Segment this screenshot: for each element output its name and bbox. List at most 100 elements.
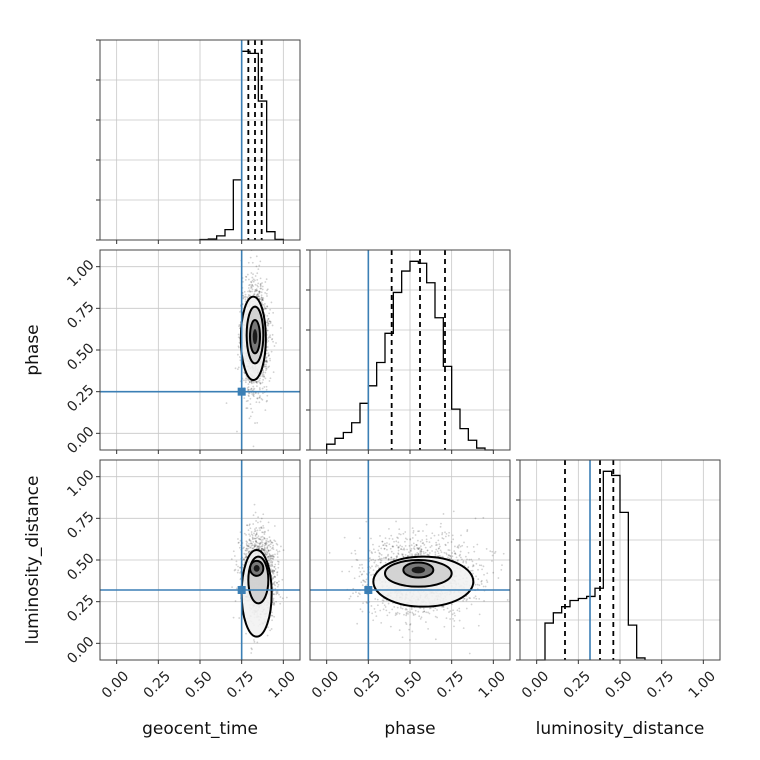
sample-point bbox=[474, 517, 477, 520]
sample-point bbox=[465, 607, 468, 610]
sample-point bbox=[458, 610, 461, 613]
sample-point bbox=[420, 552, 422, 555]
sample-point bbox=[264, 553, 267, 556]
sample-point bbox=[261, 541, 264, 544]
sample-point bbox=[259, 290, 261, 293]
sample-point bbox=[419, 545, 422, 547]
sample-point bbox=[243, 558, 245, 561]
sample-point bbox=[427, 611, 429, 614]
sample-point bbox=[235, 587, 238, 590]
sample-point bbox=[429, 607, 432, 609]
sample-point bbox=[265, 356, 268, 359]
sample-point bbox=[269, 322, 272, 325]
sample-point bbox=[471, 569, 474, 572]
sample-point bbox=[442, 513, 445, 515]
sample-point bbox=[491, 554, 494, 557]
sample-point bbox=[272, 599, 275, 602]
sample-point bbox=[382, 544, 384, 547]
sample-point bbox=[353, 577, 356, 580]
sample-point bbox=[493, 552, 496, 554]
sample-point bbox=[265, 359, 268, 362]
sample-point bbox=[411, 554, 414, 557]
sample-point bbox=[270, 555, 273, 558]
sample-point bbox=[263, 536, 265, 539]
sample-point bbox=[370, 574, 372, 576]
sample-point bbox=[238, 617, 241, 619]
sample-point bbox=[267, 549, 270, 552]
sample-point bbox=[242, 297, 245, 300]
sample-point bbox=[254, 289, 257, 291]
sample-point bbox=[261, 545, 264, 548]
sample-point bbox=[458, 607, 461, 610]
sample-point bbox=[254, 279, 256, 282]
truth-marker bbox=[237, 387, 246, 396]
sample-point bbox=[422, 542, 425, 544]
sample-point bbox=[265, 550, 267, 552]
sample-point bbox=[258, 542, 260, 545]
sample-point bbox=[258, 379, 261, 382]
sample-point bbox=[497, 577, 500, 579]
sample-point bbox=[268, 365, 271, 368]
sample-point bbox=[422, 611, 424, 614]
sample-point bbox=[265, 367, 267, 369]
sample-point bbox=[258, 538, 261, 541]
sample-point bbox=[397, 541, 400, 544]
sample-point bbox=[267, 626, 269, 629]
sample-point bbox=[377, 549, 380, 552]
sample-point bbox=[250, 652, 253, 654]
sample-point bbox=[239, 310, 241, 313]
sample-point bbox=[253, 387, 256, 390]
sample-point bbox=[366, 573, 368, 575]
sample-point bbox=[251, 276, 254, 279]
sample-point bbox=[276, 590, 279, 593]
sample-point bbox=[476, 543, 479, 546]
sample-point bbox=[447, 554, 450, 557]
sample-point bbox=[245, 276, 248, 278]
sample-point bbox=[245, 547, 248, 550]
sample-point bbox=[379, 609, 382, 612]
sample-point bbox=[417, 548, 420, 551]
sample-point bbox=[248, 523, 251, 526]
sample-point bbox=[267, 322, 270, 325]
sample-point bbox=[271, 564, 273, 567]
sample-point bbox=[247, 545, 250, 547]
sample-point bbox=[259, 282, 262, 285]
sample-point bbox=[268, 556, 271, 559]
sample-point bbox=[265, 539, 268, 542]
sample-point bbox=[247, 545, 250, 548]
sample-point bbox=[409, 549, 412, 552]
sample-point bbox=[272, 340, 274, 343]
sample-point bbox=[262, 299, 264, 302]
sample-point bbox=[257, 392, 260, 395]
sample-point bbox=[381, 540, 384, 543]
sample-point bbox=[248, 539, 251, 541]
sample-point bbox=[451, 613, 454, 616]
sample-point bbox=[260, 297, 263, 299]
sample-point bbox=[370, 551, 373, 553]
sample-point bbox=[260, 296, 263, 299]
sample-point bbox=[444, 531, 446, 534]
sample-point bbox=[412, 547, 415, 550]
sample-point bbox=[247, 551, 250, 554]
sample-point bbox=[372, 543, 374, 546]
sample-point bbox=[268, 558, 271, 561]
sample-point bbox=[459, 553, 461, 556]
sample-point bbox=[266, 305, 269, 308]
sample-point bbox=[261, 298, 264, 301]
sample-point bbox=[269, 308, 272, 311]
sample-point bbox=[454, 553, 457, 556]
sample-point bbox=[273, 569, 276, 572]
sample-point bbox=[269, 568, 272, 570]
sample-point bbox=[391, 545, 394, 548]
sample-point bbox=[253, 503, 256, 506]
sample-point bbox=[243, 532, 246, 535]
sample-point bbox=[491, 550, 494, 553]
sample-point bbox=[244, 279, 247, 281]
sample-point bbox=[449, 618, 452, 620]
sample-point bbox=[409, 538, 412, 540]
sample-point bbox=[417, 553, 420, 556]
sample-point bbox=[417, 548, 420, 550]
sample-point bbox=[263, 546, 266, 549]
sample-point bbox=[251, 290, 253, 293]
sample-point bbox=[276, 571, 279, 573]
